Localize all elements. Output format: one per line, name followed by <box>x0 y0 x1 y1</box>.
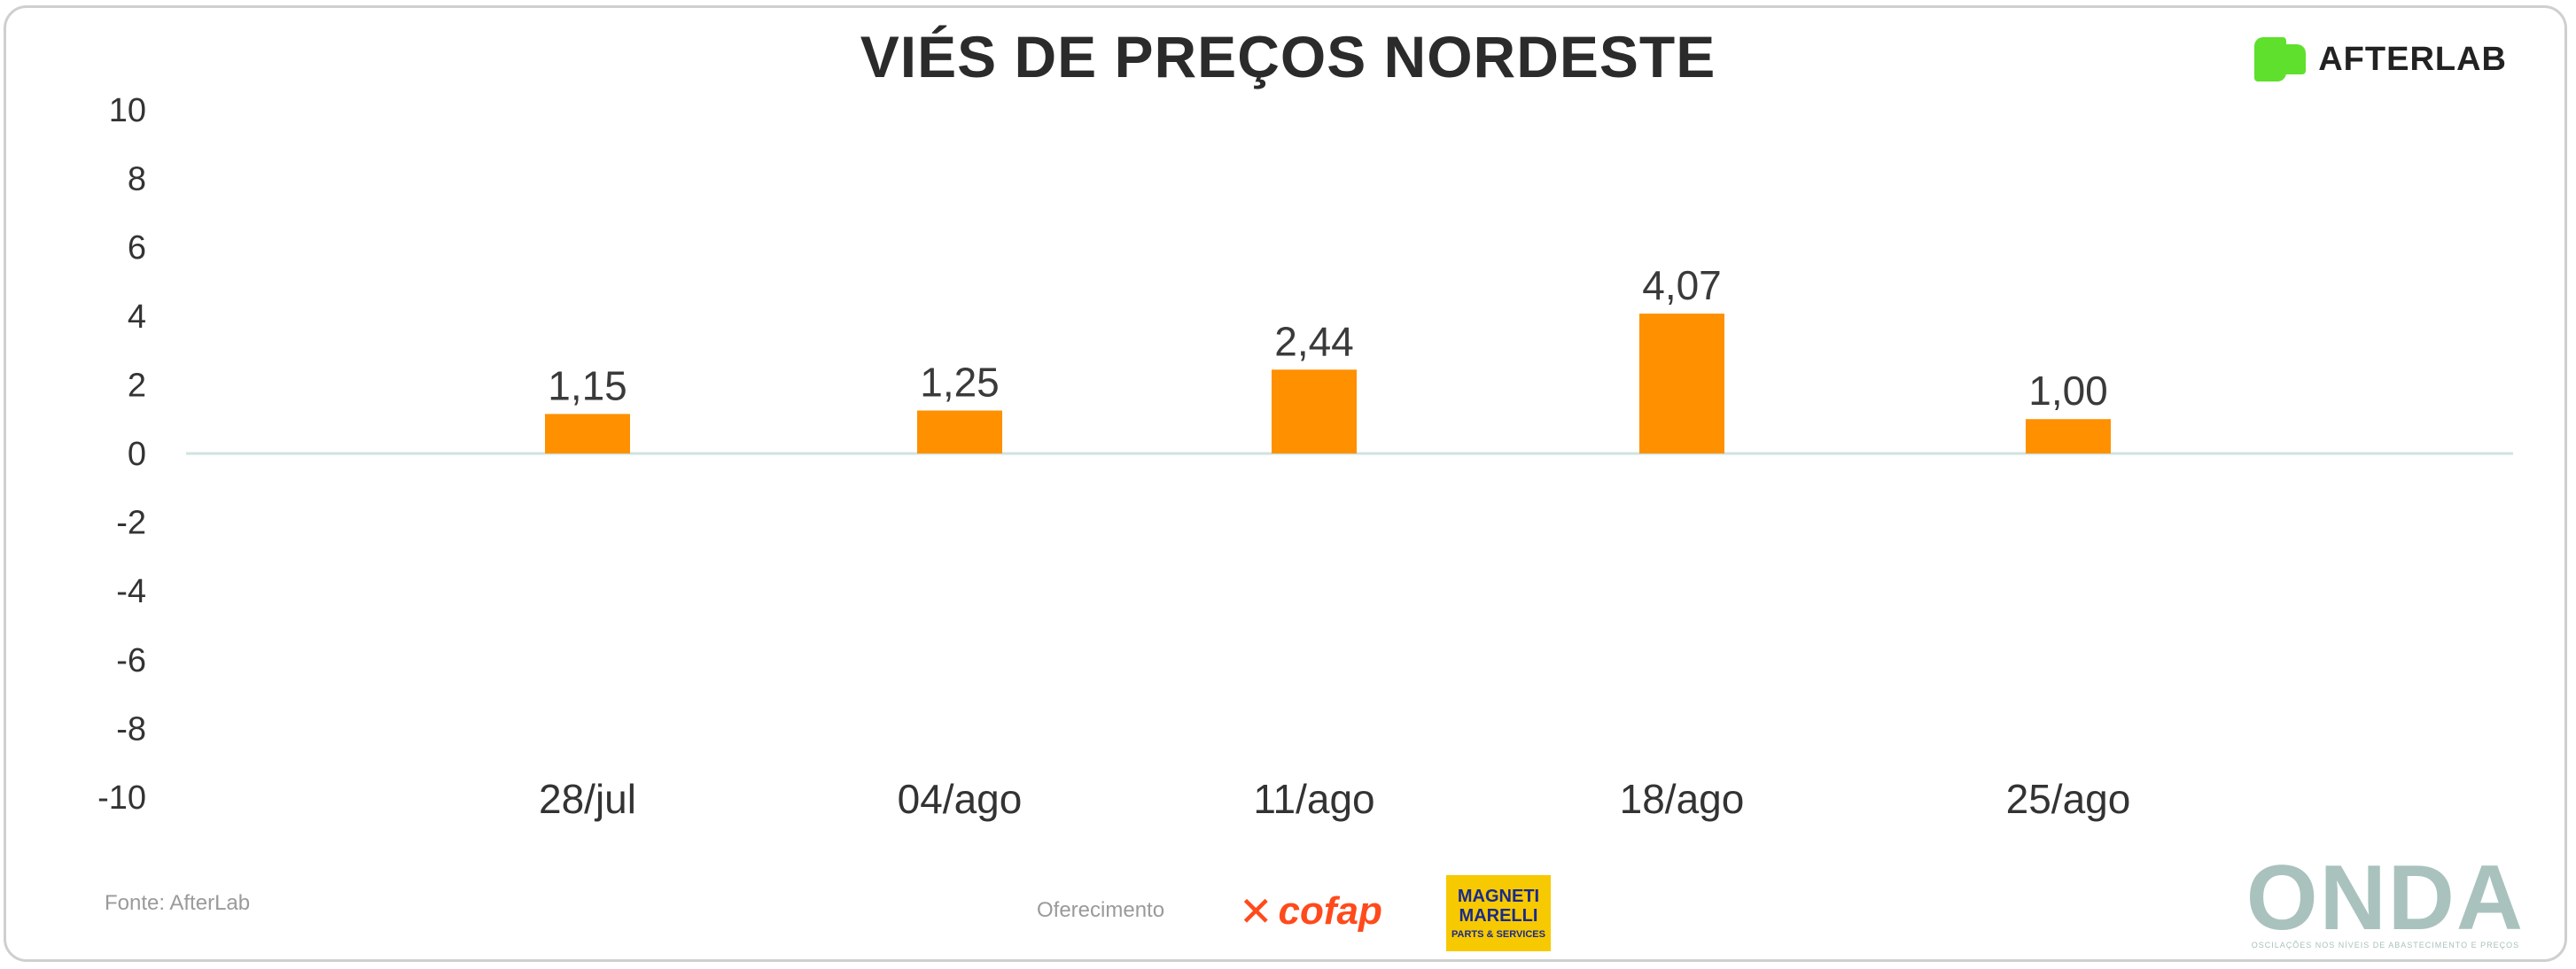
magneti-logo-line1: MAGNETI <box>1457 887 1540 906</box>
data-label: 4,07 <box>1642 262 1722 308</box>
y-tick-label: 0 <box>128 436 146 473</box>
y-tick-label: -2 <box>116 505 146 542</box>
bar-chart: 10 8 6 4 2 0 -2 -4 -6 -8 -10 1,15 28/jul 1,25 04/ago 2,… <box>97 92 2513 822</box>
cofap-logo: ✕ cofap <box>1239 888 1382 935</box>
y-tick-label: -6 <box>116 642 146 679</box>
data-label: 1,00 <box>2028 368 2108 414</box>
y-tick-label: 8 <box>128 161 146 198</box>
x-category-label: 25/ago <box>2006 776 2131 822</box>
x-category-label: 18/ago <box>1620 776 1745 822</box>
y-tick-label: 10 <box>109 92 146 129</box>
bar-18/ago <box>1639 314 1724 453</box>
bar-28/jul <box>545 414 630 453</box>
chart-card <box>4 5 2567 962</box>
y-tick-label: -10 <box>97 779 146 817</box>
magneti-marelli-logo: MAGNETI MARELLI PARTS & SERVICES <box>1446 875 1551 951</box>
afterlab-logo-icon <box>2254 37 2309 81</box>
data-label: 1,15 <box>548 362 627 408</box>
y-tick-label: 6 <box>128 229 146 267</box>
y-tick-label: 2 <box>128 367 146 404</box>
cofap-logo-text: cofap <box>1278 889 1382 933</box>
onda-logo: ONDA OSCILAÇÕES NOS NÍVEIS DE ABASTECIME… <box>2245 847 2525 950</box>
magneti-logo-line2: MARELLI <box>1459 906 1538 926</box>
bar-25/ago <box>2026 419 2111 453</box>
y-tick-label: -4 <box>116 573 146 610</box>
magneti-logo-sub: PARTS & SERVICES <box>1451 929 1545 940</box>
onda-logo-sub: OSCILAÇÕES NOS NÍVEIS DE ABASTECIMENTO E… <box>2251 941 2520 950</box>
data-label: 2,44 <box>1274 318 1354 364</box>
afterlab-logo-text: AFTERLAB <box>2318 40 2507 78</box>
y-tick-label: 4 <box>128 298 146 336</box>
y-tick-label: -8 <box>116 710 146 748</box>
data-label: 1,25 <box>920 360 1000 406</box>
x-category-label: 28/jul <box>539 776 636 822</box>
afterlab-logo: AFTERLAB <box>2254 37 2507 81</box>
sponsor-note: Oferecimento <box>1037 898 1165 922</box>
source-note: Fonte: AfterLab <box>105 891 251 915</box>
bar-04/ago <box>917 410 1002 453</box>
cofap-mark-icon: ✕ <box>1239 888 1273 934</box>
chart-title: VIÉS DE PREÇOS NORDESTE <box>860 24 1716 89</box>
x-category-label: 04/ago <box>898 776 1023 822</box>
onda-logo-word: ONDA <box>2245 847 2525 950</box>
bar-11/ago <box>1272 369 1357 453</box>
x-category-label: 11/ago <box>1253 776 1374 822</box>
